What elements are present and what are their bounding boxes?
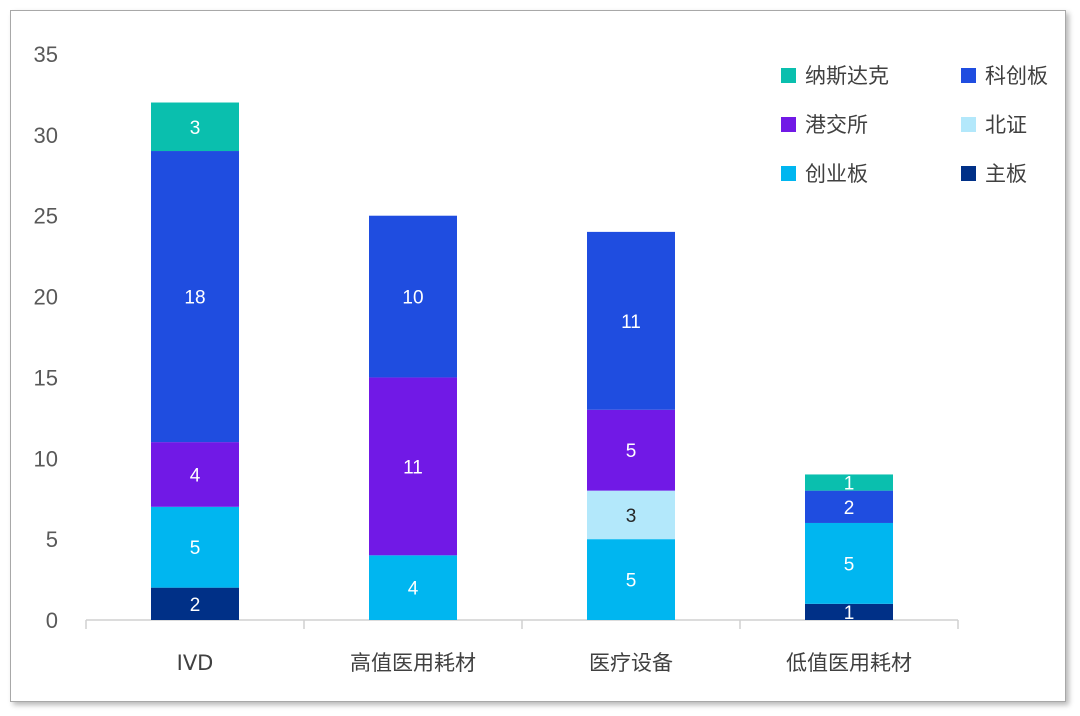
- bar-segment: [369, 377, 457, 556]
- legend-swatch: [781, 117, 796, 132]
- legend-label: 纳斯达克: [805, 64, 889, 88]
- y-tick-label: 15: [34, 365, 58, 390]
- legend-label: 科创板: [985, 64, 1048, 88]
- bar-segment: [805, 522, 893, 604]
- y-tick-label: 25: [34, 204, 58, 229]
- bar-segment: [587, 231, 675, 410]
- data-label: 4: [190, 465, 201, 486]
- data-label: 1: [844, 603, 855, 624]
- legend-swatch: [961, 166, 976, 181]
- bar-segment: [151, 151, 239, 443]
- y-tick-label: 30: [34, 123, 58, 148]
- bar-segment: [587, 539, 675, 620]
- data-label: 11: [621, 312, 641, 333]
- legend-swatch: [781, 166, 796, 181]
- bar-segment: [587, 490, 675, 540]
- x-tick-label: IVD: [177, 651, 214, 675]
- data-label: 2: [190, 595, 201, 616]
- data-label: 18: [184, 288, 205, 309]
- bar-segment: [151, 587, 239, 620]
- legend-label: 创业板: [805, 162, 868, 186]
- bar-segment: [369, 555, 457, 620]
- data-label: 10: [402, 288, 423, 309]
- data-label: 5: [844, 554, 855, 575]
- data-label: 5: [190, 538, 201, 559]
- bar-segment: [151, 102, 239, 152]
- y-tick-label: 0: [46, 608, 58, 633]
- legend-label: 主板: [985, 162, 1027, 186]
- bar-segment: [369, 215, 457, 378]
- data-label: 5: [626, 441, 637, 462]
- y-tick-label: 20: [34, 285, 58, 310]
- data-label: 4: [408, 579, 419, 600]
- legend-label: 北证: [985, 113, 1027, 137]
- legend-label: 港交所: [805, 113, 868, 137]
- data-label: 3: [626, 506, 637, 527]
- y-tick-label: 10: [34, 446, 58, 471]
- x-tick-label: 高值医用耗材: [350, 651, 476, 675]
- data-label: 11: [403, 457, 423, 478]
- bar-segment: [805, 474, 893, 491]
- legend-swatch: [781, 68, 796, 83]
- x-tick-label: 低值医用耗材: [786, 651, 912, 675]
- data-label: 3: [190, 118, 201, 139]
- data-label: 5: [626, 571, 637, 592]
- y-tick-label: 5: [46, 527, 58, 552]
- data-label: 1: [844, 474, 855, 495]
- bar-segment: [805, 603, 893, 620]
- bar-segment: [587, 409, 675, 491]
- bar-segment: [151, 442, 239, 507]
- bar-segment: [151, 506, 239, 588]
- y-tick-label: 35: [34, 42, 58, 67]
- legend-swatch: [961, 68, 976, 83]
- legend-swatch: [961, 117, 976, 132]
- data-label: 2: [844, 498, 855, 519]
- bar-segment: [805, 490, 893, 523]
- x-tick-label: 医疗设备: [589, 651, 673, 675]
